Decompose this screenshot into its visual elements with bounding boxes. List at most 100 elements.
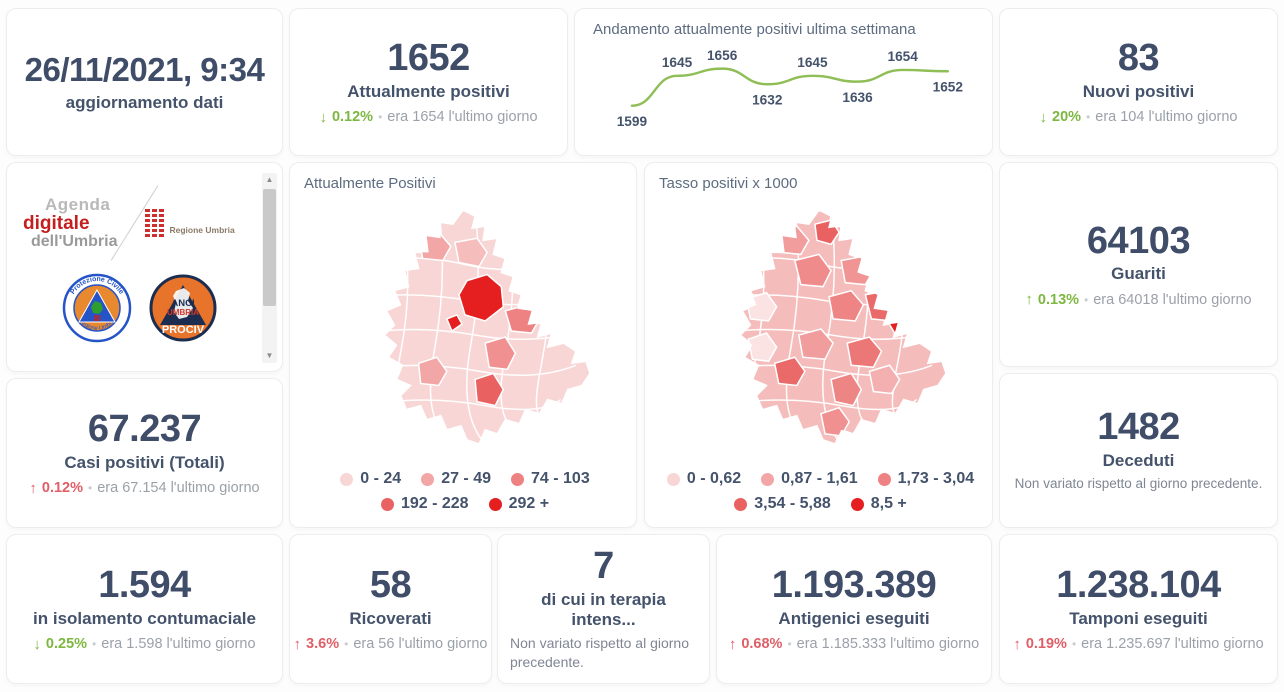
svg-text:UMBRIA: UMBRIA <box>167 308 199 317</box>
attualmente-positivi-card: 1652 Attualmente positivi ↓ 0.12% • era … <box>289 8 568 156</box>
legend-item: 292 + <box>488 495 549 513</box>
logos-card: Agenda digitale dell'Umbria Regione Umbr… <box>6 162 283 372</box>
deceduti-value: 1482 <box>1097 406 1180 449</box>
map-attualmente-title: Attualmente Positivi <box>304 175 436 192</box>
agenda-digitale-logo: Agenda digitale dell'Umbria <box>23 196 118 250</box>
change-detail: era 1.235.697 l'ultimo giorno <box>1081 636 1264 653</box>
change-detail: era 104 l'ultimo giorno <box>1095 109 1238 126</box>
ricoverati-label: Ricoverati <box>349 608 432 628</box>
anci-prociv-logo: ANCI UMBRIA PROCIV <box>149 274 216 342</box>
change-detail: era 1.185.333 l'ultimo giorno <box>796 636 980 653</box>
legend-dot-icon <box>511 472 524 486</box>
antigenici-change: ↑ 0.68% • era 1.185.333 l'ultimo giorno <box>729 636 979 653</box>
casi-change: ↑ 0.12% • era 67.154 l'ultimo giorno <box>29 480 259 497</box>
up-arrow-icon: ↑ <box>293 635 302 653</box>
isolamento-label: in isolamento contumaciale <box>33 608 256 628</box>
svg-text:1636: 1636 <box>842 90 873 105</box>
agenda-logo-line3: dell'Umbria <box>31 233 118 250</box>
scroll-up-arrow[interactable]: ▲ <box>265 175 274 184</box>
guariti-label: Guariti <box>1111 264 1166 284</box>
map-tasso-legend: 0 - 0,62 0,87 - 1,61 1,73 - 3,04 3,54 - … <box>659 463 982 515</box>
trend-chart-title: Andamento attualmente positivi ultima se… <box>593 21 916 38</box>
legend-item: 0 - 24 <box>340 470 401 488</box>
map-attualmente-legend: 0 - 24 27 - 49 74 - 103 192 - 228 292 + <box>304 463 626 515</box>
tamponi-change: ↑ 0.19% • era 1.235.697 l'ultimo giorno <box>1013 636 1263 653</box>
legend-dot-icon <box>850 497 864 511</box>
ricoverati-change: ↑ 3.6% • era 56 l'ultimo giorno <box>294 636 488 653</box>
bullet-separator: • <box>378 110 383 125</box>
attualmente-label: Attualmente positivi <box>347 81 510 101</box>
legend-dot-icon <box>761 472 775 486</box>
ricoverati-value: 58 <box>369 564 412 607</box>
map-attualmente-card: Attualmente Positivi <box>289 162 637 528</box>
tamponi-value: 1.238.104 <box>1056 564 1221 607</box>
change-percent: 0.13% <box>1037 291 1080 308</box>
map-tasso-title: Tasso positivi x 1000 <box>659 175 798 192</box>
legend-dot-icon <box>666 472 680 486</box>
change-percent: 0.12% <box>41 480 84 497</box>
regione-umbria-logo: Regione Umbria <box>144 209 235 237</box>
antigenici-card: 1.193.389 Antigenici eseguiti ↑ 0.68% • … <box>716 534 992 684</box>
update-date-card: 26/11/2021, 9:34 aggiornamento dati <box>6 8 283 156</box>
map-tasso-card: Tasso positivi x 1000 <box>644 162 993 528</box>
legend-item: 0,87 - 1,61 <box>761 470 858 488</box>
change-percent: 0.19% <box>1025 636 1067 653</box>
nuovi-label: Nuovi positivi <box>1082 81 1195 101</box>
antigenici-value: 1.193.389 <box>771 564 937 607</box>
logos-scrollbar[interactable]: ▲ ▼ <box>262 173 277 363</box>
change-percent: 3.6% <box>306 636 340 653</box>
bullet-separator: • <box>1084 292 1089 307</box>
protezione-civile-logo: Protezione Civile Regione Umbria <box>62 273 131 343</box>
umbria-choropleth-tasso[interactable] <box>687 202 955 454</box>
legend-item: 3,54 - 5,88 <box>734 495 831 513</box>
deceduti-card: 1482 Deceduti Non variato rispetto al gi… <box>999 373 1278 528</box>
tamponi-card: 1.238.104 Tamponi eseguiti ↑ 0.19% • era… <box>999 534 1278 684</box>
change-percent: 0.25% <box>45 636 88 653</box>
change-detail: era 56 l'ultimo giorno <box>353 636 488 653</box>
attualmente-value: 1652 <box>387 37 470 80</box>
deceduti-label: Deceduti <box>1102 451 1175 471</box>
change-percent: 0.12% <box>331 109 374 126</box>
legend-item: 8,5 + <box>850 495 907 513</box>
change-detail: era 1654 l'ultimo giorno <box>387 109 538 126</box>
trend-line-chart[interactable]: 1599 1645 1656 1632 1645 1636 1654 1652 <box>589 38 979 150</box>
umbria-shape-white <box>172 288 193 319</box>
svg-text:1632: 1632 <box>752 93 783 108</box>
legend-dot-icon <box>488 497 502 511</box>
svg-text:1645: 1645 <box>662 55 693 70</box>
isolamento-card: 1.594 in isolamento contumaciale ↓ 0.25%… <box>6 534 283 684</box>
scroll-track[interactable] <box>262 187 277 349</box>
up-arrow-icon: ↑ <box>1013 635 1021 653</box>
scroll-down-arrow[interactable]: ▼ <box>265 351 274 360</box>
nuovi-value: 83 <box>1117 37 1160 80</box>
trend-chart-card: Andamento attualmente positivi ultima se… <box>574 8 993 156</box>
svg-text:1656: 1656 <box>707 48 738 63</box>
attualmente-change: ↓ 0.12% • era 1654 l'ultimo giorno <box>319 109 537 126</box>
legend-dot-icon <box>421 472 435 486</box>
bullet-separator: • <box>787 637 792 652</box>
down-arrow-icon: ↓ <box>1039 108 1048 126</box>
casi-positivi-card: 67.237 Casi positivi (Totali) ↑ 0.12% • … <box>6 378 283 528</box>
legend-dot-icon <box>734 497 748 511</box>
svg-text:1654: 1654 <box>887 49 918 64</box>
guariti-card: 64103 Guariti ↑ 0.13% • era 64018 l'ulti… <box>999 162 1278 367</box>
umbria-choropleth-attualmente[interactable] <box>331 202 599 454</box>
scroll-thumb[interactable] <box>263 189 276 306</box>
svg-text:1652: 1652 <box>933 80 964 95</box>
guariti-value: 64103 <box>1086 219 1191 262</box>
down-arrow-icon: ↓ <box>33 635 41 653</box>
update-subtitle: aggiornamento dati <box>65 93 224 112</box>
casi-label: Casi positivi (Totali) <box>64 452 225 472</box>
legend-item: 192 - 228 <box>380 495 469 513</box>
deceduti-note: Non variato rispetto al giorno precedent… <box>1014 476 1263 492</box>
terapia-intensiva-card: 7 di cui in terapia intens... Non variat… <box>497 534 710 684</box>
svg-text:PROCIV: PROCIV <box>161 324 204 336</box>
tamponi-label: Tamponi eseguiti <box>1069 608 1208 628</box>
agenda-logo-line2: digitale <box>23 213 90 234</box>
legend-item: 27 - 49 <box>421 470 491 488</box>
terapia-value: 7 <box>593 545 614 588</box>
legend-dot-icon <box>380 497 394 511</box>
guariti-change: ↑ 0.13% • era 64018 l'ultimo giorno <box>1025 291 1251 308</box>
up-arrow-icon: ↑ <box>29 479 37 497</box>
